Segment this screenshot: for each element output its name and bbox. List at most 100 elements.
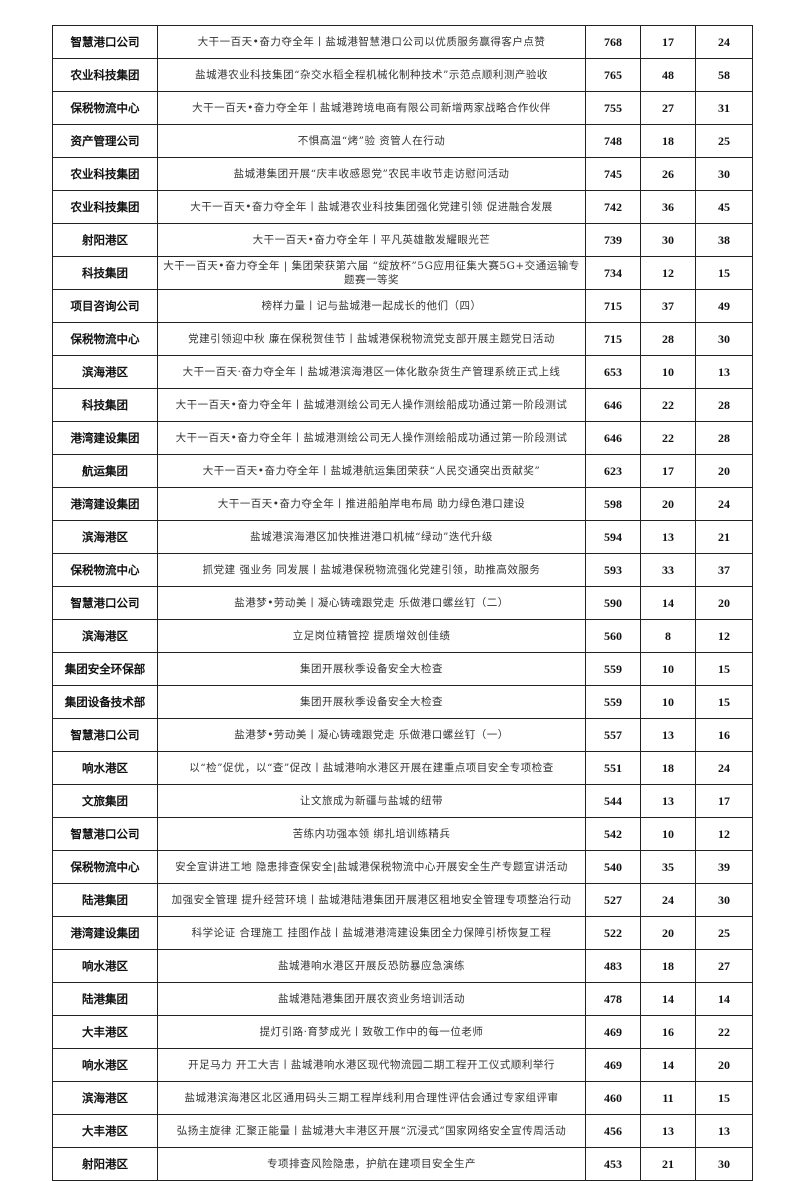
org-cell: 港湾建设集团 <box>52 421 158 455</box>
org-cell: 陆港集团 <box>52 982 158 1016</box>
value3-cell: 39 <box>695 850 753 884</box>
table-row: 陆港集团 盐城港陆港集团开展农资业务培训活动 478 14 14 <box>52 982 753 1016</box>
value1-cell: 745 <box>585 157 641 191</box>
title-cell: 盐城港滨海港区北区通用码头三期工程岸线利用合理性评估会通过专家组评审 <box>157 1081 586 1115</box>
table-row: 大丰港区 提灯引路·育梦成光丨致敬工作中的每一位老师 469 16 22 <box>52 1015 753 1049</box>
value3-cell: 37 <box>695 553 753 587</box>
title-cell: 大干一百天•奋力夺全年丨推进船舶岸电布局 助力绿色港口建设 <box>157 487 586 521</box>
org-cell: 保税物流中心 <box>52 322 158 356</box>
org-cell: 智慧港口公司 <box>52 25 158 59</box>
title-cell: 不惧高温“烤”验 资管人在行动 <box>157 124 586 158</box>
org-cell: 射阳港区 <box>52 1147 158 1181</box>
value2-cell: 14 <box>640 982 696 1016</box>
value1-cell: 748 <box>585 124 641 158</box>
value3-cell: 28 <box>695 421 753 455</box>
value1-cell: 594 <box>585 520 641 554</box>
org-cell: 大丰港区 <box>52 1015 158 1049</box>
value3-cell: 25 <box>695 124 753 158</box>
value2-cell: 18 <box>640 124 696 158</box>
value1-cell: 557 <box>585 718 641 752</box>
table-row: 响水港区 盐城港响水港区开展反恐防暴应急演练 483 18 27 <box>52 949 753 983</box>
table-row: 科技集团 大干一百天•奋力夺全年 | 集团荣获第六届 “绽放杯”5G应用征集大赛5… <box>52 256 753 290</box>
value1-cell: 483 <box>585 949 641 983</box>
org-cell: 港湾建设集团 <box>52 916 158 950</box>
value3-cell: 25 <box>695 916 753 950</box>
title-cell: 大干一百天•奋力夺全年丨盐城港测绘公司无人操作测绘船成功通过第一阶段测试 <box>157 421 586 455</box>
value2-cell: 16 <box>640 1015 696 1049</box>
value2-cell: 10 <box>640 817 696 851</box>
value1-cell: 623 <box>585 454 641 488</box>
value3-cell: 14 <box>695 982 753 1016</box>
org-cell: 陆港集团 <box>52 883 158 917</box>
title-cell: 盐城港滨海港区加快推进港口机械“绿动”迭代升级 <box>157 520 586 554</box>
org-cell: 保税物流中心 <box>52 91 158 125</box>
title-cell: 榜样力量丨记与盐城港一起成长的他们（四） <box>157 289 586 323</box>
value1-cell: 522 <box>585 916 641 950</box>
value1-cell: 742 <box>585 190 641 224</box>
title-cell: 立足岗位精管控 提质增效创佳绩 <box>157 619 586 653</box>
value3-cell: 30 <box>695 322 753 356</box>
org-cell: 保税物流中心 <box>52 850 158 884</box>
title-cell: 集团开展秋季设备安全大检查 <box>157 685 586 719</box>
value3-cell: 38 <box>695 223 753 257</box>
value1-cell: 765 <box>585 58 641 92</box>
value1-cell: 598 <box>585 487 641 521</box>
value2-cell: 10 <box>640 355 696 389</box>
value3-cell: 22 <box>695 1015 753 1049</box>
value1-cell: 456 <box>585 1114 641 1148</box>
org-cell: 港湾建设集团 <box>52 487 158 521</box>
org-cell: 保税物流中心 <box>52 553 158 587</box>
title-cell: 科学论证 合理施工 挂图作战丨盐城港港湾建设集团全力保障引桥恢复工程 <box>157 916 586 950</box>
org-cell: 农业科技集团 <box>52 157 158 191</box>
value3-cell: 15 <box>695 652 753 686</box>
value1-cell: 646 <box>585 388 641 422</box>
org-cell: 响水港区 <box>52 751 158 785</box>
title-cell: 大干一百天•奋力夺全年丨平凡英雄散发耀眼光芒 <box>157 223 586 257</box>
table-row: 射阳港区 大干一百天•奋力夺全年丨平凡英雄散发耀眼光芒 739 30 38 <box>52 223 753 257</box>
value2-cell: 37 <box>640 289 696 323</box>
table-row: 港湾建设集团 科学论证 合理施工 挂图作战丨盐城港港湾建设集团全力保障引桥恢复工程… <box>52 916 753 950</box>
title-cell: 大干一百天•奋力夺全年丨盐城港农业科技集团强化党建引领 促进融合发展 <box>157 190 586 224</box>
table-row: 滨海港区 盐城港滨海港区加快推进港口机械“绿动”迭代升级 594 13 21 <box>52 520 753 554</box>
title-cell: 安全宣讲进工地 隐患排查保安全|盐城港保税物流中心开展安全生产专题宣讲活动 <box>157 850 586 884</box>
org-cell: 滨海港区 <box>52 1081 158 1115</box>
table-row: 大丰港区 弘扬主旋律 汇聚正能量丨盐城港大丰港区开展“沉浸式”国家网络安全宣传周活… <box>52 1114 753 1148</box>
value2-cell: 48 <box>640 58 696 92</box>
table-row: 集团安全环保部 集团开展秋季设备安全大检查 559 10 15 <box>52 652 753 686</box>
value3-cell: 13 <box>695 355 753 389</box>
title-cell: 大干一百天·奋力夺全年丨盐城港滨海港区一体化散杂货生产管理系统正式上线 <box>157 355 586 389</box>
value1-cell: 590 <box>585 586 641 620</box>
table-row: 保税物流中心 抓党建 强业务 同发展丨盐城港保税物流强化党建引领，助推高效服务 59… <box>52 553 753 587</box>
value3-cell: 31 <box>695 91 753 125</box>
org-cell: 响水港区 <box>52 949 158 983</box>
org-cell: 科技集团 <box>52 256 158 290</box>
org-cell: 滨海港区 <box>52 520 158 554</box>
org-cell: 农业科技集团 <box>52 58 158 92</box>
value2-cell: 14 <box>640 1048 696 1082</box>
value3-cell: 24 <box>695 487 753 521</box>
title-cell: 盐港梦•劳动美丨凝心铸魂跟党走 乐做港口螺丝钉（二） <box>157 586 586 620</box>
org-cell: 智慧港口公司 <box>52 718 158 752</box>
article-stats-table: 智慧港口公司 大干一百天•奋力夺全年丨盐城港智慧港口公司以优质服务赢得客户点赞 76… <box>52 25 753 1181</box>
value1-cell: 768 <box>585 25 641 59</box>
value2-cell: 35 <box>640 850 696 884</box>
value3-cell: 15 <box>695 256 753 290</box>
value2-cell: 21 <box>640 1147 696 1181</box>
title-cell: 大干一百天•奋力夺全年 | 集团荣获第六届 “绽放杯”5G应用征集大赛5G+交通… <box>157 256 586 290</box>
value3-cell: 15 <box>695 685 753 719</box>
title-cell: 抓党建 强业务 同发展丨盐城港保税物流强化党建引领，助推高效服务 <box>157 553 586 587</box>
org-cell: 智慧港口公司 <box>52 817 158 851</box>
value3-cell: 28 <box>695 388 753 422</box>
value2-cell: 17 <box>640 454 696 488</box>
value3-cell: 20 <box>695 454 753 488</box>
table-row: 港湾建设集团 大干一百天•奋力夺全年丨盐城港测绘公司无人操作测绘船成功通过第一阶段… <box>52 421 753 455</box>
table-row: 港湾建设集团 大干一百天•奋力夺全年丨推进船舶岸电布局 助力绿色港口建设 598 20… <box>52 487 753 521</box>
title-cell: 大干一百天•奋力夺全年丨盐城港航运集团荣获“人民交通突出贡献奖” <box>157 454 586 488</box>
value1-cell: 715 <box>585 322 641 356</box>
title-cell: 盐城港农业科技集团“杂交水稻全程机械化制种技术”示范点顺利测产验收 <box>157 58 586 92</box>
org-cell: 集团安全环保部 <box>52 652 158 686</box>
title-cell: 大干一百天•奋力夺全年丨盐城港测绘公司无人操作测绘船成功通过第一阶段测试 <box>157 388 586 422</box>
value1-cell: 755 <box>585 91 641 125</box>
table-row: 智慧港口公司 盐港梦•劳动美丨凝心铸魂跟党走 乐做港口螺丝钉（一） 557 13 16 <box>52 718 753 752</box>
title-cell: 苦练内功强本领 绑扎培训练精兵 <box>157 817 586 851</box>
